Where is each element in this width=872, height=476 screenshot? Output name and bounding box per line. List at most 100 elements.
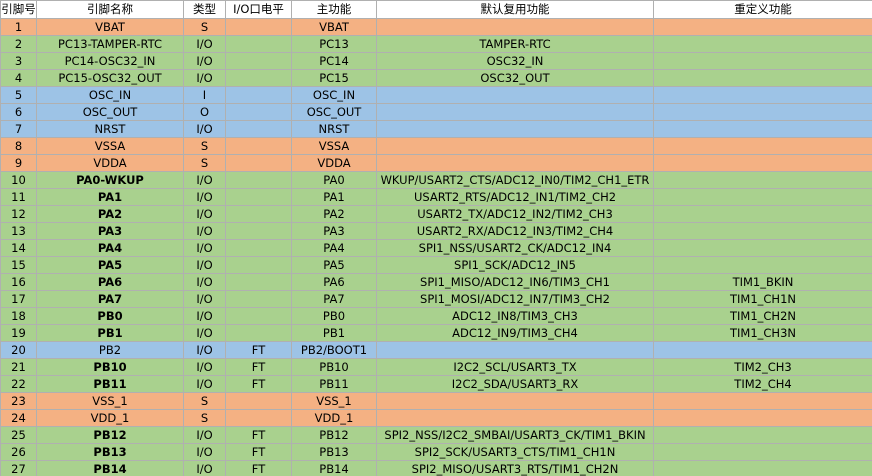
cell: PA1 xyxy=(36,188,184,206)
cell xyxy=(225,171,292,189)
cell: 8 xyxy=(0,137,37,155)
cell: 4 xyxy=(0,69,37,87)
cell xyxy=(376,86,654,104)
cell: I/O xyxy=(183,52,226,70)
cell: OSC_IN xyxy=(291,86,377,104)
cell: VDD_1 xyxy=(291,409,377,427)
pin-row: 23 VSS_1 S VSS_1 xyxy=(0,392,872,410)
pin-row: 26 PB13 I/O FT PB13 SPI2_SCK/USART3_CTS/TIM1_… xyxy=(0,443,872,461)
cell: 9 xyxy=(0,154,37,172)
pin-row: 11 PA1 I/O PA1 USART2_RTS/ADC12_IN1/TIM2_CH2 xyxy=(0,188,872,206)
cell: I/O xyxy=(183,222,226,240)
cell: PB2 xyxy=(36,341,184,359)
cell: PC14-OSC32_IN xyxy=(36,52,184,70)
cell xyxy=(653,35,872,53)
cell: PB13 xyxy=(36,443,184,461)
column-header: 重定义功能 xyxy=(653,0,872,19)
cell: I/O xyxy=(183,375,226,393)
cell: PB1 xyxy=(36,324,184,342)
cell: ADC12_IN9/TIM3_CH4 xyxy=(376,324,654,342)
cell: I/O xyxy=(183,290,226,308)
cell: 20 xyxy=(0,341,37,359)
cell: 13 xyxy=(0,222,37,240)
cell: OSC32_OUT xyxy=(376,69,654,87)
cell: O xyxy=(183,103,226,121)
cell: SPI2_MISO/USART3_RTS/TIM1_CH2N xyxy=(376,460,654,476)
cell xyxy=(376,120,654,138)
cell: I/O xyxy=(183,460,226,476)
cell xyxy=(653,205,872,223)
pin-row: 6 OSC_OUT O OSC_OUT xyxy=(0,103,872,121)
cell: S xyxy=(183,409,226,427)
cell: I/O xyxy=(183,239,226,257)
cell: 6 xyxy=(0,103,37,121)
cell: FT xyxy=(225,460,292,476)
pin-row: 22 PB11 I/O FT PB11 I2C2_SDA/USART3_RX TIM2_CH… xyxy=(0,375,872,393)
cell xyxy=(653,443,872,461)
cell: PB0 xyxy=(291,307,377,325)
cell: TIM1_CH3N xyxy=(653,324,872,342)
cell: PA4 xyxy=(291,239,377,257)
pin-row: 17 PA7 I/O PA7 SPI1_MOSI/ADC12_IN7/TIM3_CH2 T… xyxy=(0,290,872,308)
cell xyxy=(376,341,654,359)
cell xyxy=(225,273,292,291)
cell: PB14 xyxy=(36,460,184,476)
cell: FT xyxy=(225,341,292,359)
cell: 19 xyxy=(0,324,37,342)
column-header: I/O口电平 xyxy=(225,0,292,19)
pin-row: 9 VDDA S VDDA xyxy=(0,154,872,172)
cell: 7 xyxy=(0,120,37,138)
cell xyxy=(225,120,292,138)
pin-row: 27 PB14 I/O FT PB14 SPI2_MISO/USART3_RTS/TIM1… xyxy=(0,460,872,476)
pin-row: 5 OSC_IN I OSC_IN xyxy=(0,86,872,104)
cell: PB10 xyxy=(36,358,184,376)
pin-row: 20 PB2 I/O FT PB2/BOOT1 xyxy=(0,341,872,359)
pin-row: 3 PC14-OSC32_IN I/O PC14 OSC32_IN xyxy=(0,52,872,70)
cell: TIM2_CH3 xyxy=(653,358,872,376)
cell: PB0 xyxy=(36,307,184,325)
cell: TIM1_BKIN xyxy=(653,273,872,291)
cell xyxy=(225,392,292,410)
cell xyxy=(225,35,292,53)
cell: PA7 xyxy=(291,290,377,308)
cell: I/O xyxy=(183,307,226,325)
pin-row: 19 PB1 I/O PB1 ADC12_IN9/TIM3_CH4 TIM1_CH3N xyxy=(0,324,872,342)
cell xyxy=(376,409,654,427)
cell: TIM2_CH4 xyxy=(653,375,872,393)
cell: PB14 xyxy=(291,460,377,476)
pin-row: 4 PC15-OSC32_OUT I/O PC15 OSC32_OUT xyxy=(0,69,872,87)
cell: OSC_IN xyxy=(36,86,184,104)
cell: FT xyxy=(225,358,292,376)
cell xyxy=(653,188,872,206)
cell: WKUP/USART2_CTS/ADC12_IN0/TIM2_CH1_ETR xyxy=(376,171,654,189)
cell: S xyxy=(183,154,226,172)
cell xyxy=(653,341,872,359)
cell: PB11 xyxy=(291,375,377,393)
cell xyxy=(225,137,292,155)
cell: PB10 xyxy=(291,358,377,376)
cell: VDDA xyxy=(36,154,184,172)
cell: PA4 xyxy=(36,239,184,257)
cell: VSS_1 xyxy=(36,392,184,410)
cell xyxy=(225,307,292,325)
cell: NRST xyxy=(36,120,184,138)
cell: 21 xyxy=(0,358,37,376)
cell xyxy=(225,222,292,240)
cell xyxy=(225,324,292,342)
cell xyxy=(225,188,292,206)
cell xyxy=(225,239,292,257)
cell: VBAT xyxy=(36,18,184,36)
cell: I/O xyxy=(183,205,226,223)
cell: OSC_OUT xyxy=(36,103,184,121)
pin-row: 2 PC13-TAMPER-RTC I/O PC13 TAMPER-RTC xyxy=(0,35,872,53)
pin-row: 25 PB12 I/O FT PB12 SPI2_NSS/I2C2_SMBAI/USART… xyxy=(0,426,872,444)
cell: VDD_1 xyxy=(36,409,184,427)
cell: VSSA xyxy=(291,137,377,155)
cell: PC13 xyxy=(291,35,377,53)
cell: PA0-WKUP xyxy=(36,171,184,189)
cell xyxy=(653,18,872,36)
cell: VSS_1 xyxy=(291,392,377,410)
cell: I/O xyxy=(183,256,226,274)
cell: SPI2_NSS/I2C2_SMBAI/USART3_CK/TIM1_BKIN xyxy=(376,426,654,444)
